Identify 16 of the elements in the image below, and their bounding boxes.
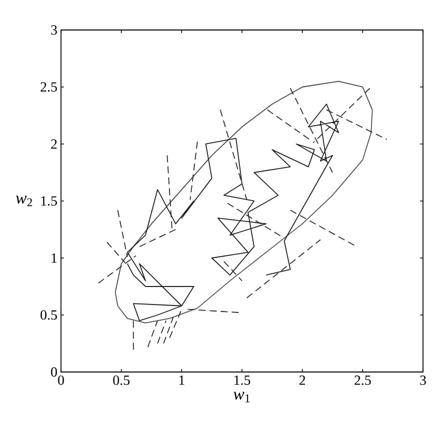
x-tick-label: 1.5	[234, 376, 250, 385]
y-tick-label: 1	[52, 253, 57, 263]
y-tick-label: 3	[51, 25, 57, 35]
x-tick-label: 3	[420, 376, 426, 385]
x-tick-label: 1	[179, 376, 184, 385]
y-axis-title: w$_{2}$	[16, 196, 32, 206]
y-tick-label: 1.5	[41, 196, 57, 206]
x-axis-title: w$_{1}$	[234, 392, 250, 402]
y-tick-label: 2.5	[40, 82, 57, 92]
y-tick-label: 2	[51, 139, 57, 149]
x-tick-label: 0.5	[113, 376, 130, 385]
x-tick-label: 2.5	[354, 376, 371, 385]
x-tick-label: 2	[299, 376, 306, 385]
x-tick-label: 0	[58, 376, 64, 385]
y-tick-label: 0	[51, 367, 57, 377]
y-tick-label: 0.5	[40, 310, 57, 320]
